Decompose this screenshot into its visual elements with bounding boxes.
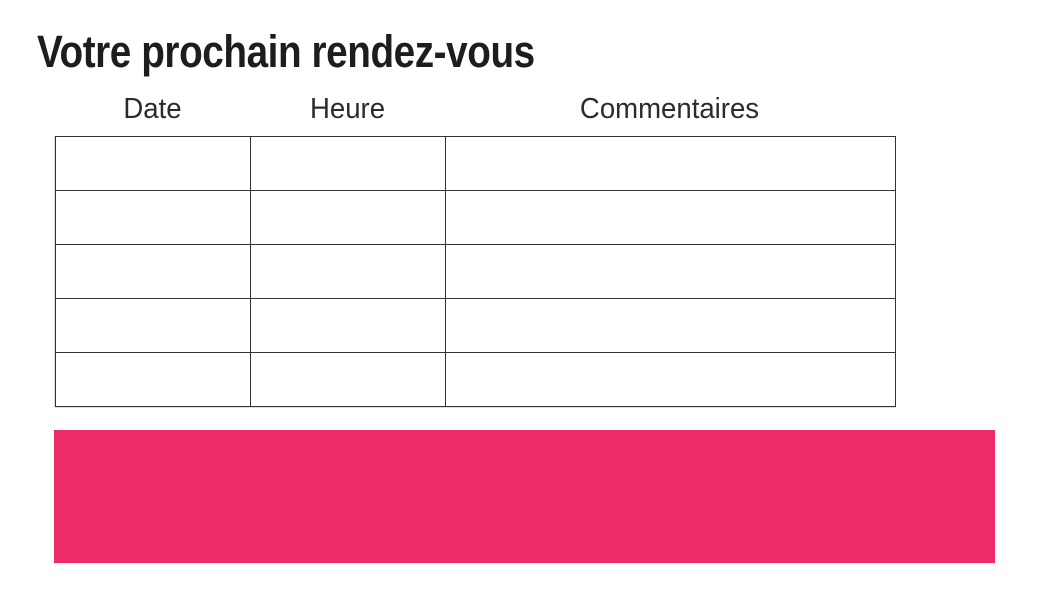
table-cell [55,136,251,191]
table-column-headers: Date Heure Commentaires [55,90,894,128]
table-cell [55,190,251,245]
table-cell [55,244,251,299]
table-cell [250,190,446,245]
table-cell [445,298,896,353]
table-cell [445,190,896,245]
table-row [55,298,896,353]
accent-banner [54,430,995,563]
table-cell [445,352,896,407]
table-cell [250,298,446,353]
table-cell [250,244,446,299]
column-header-commentaires: Commentaires [579,92,760,125]
table-row [55,244,896,299]
table-cell [445,244,896,299]
table-cell [55,352,251,407]
table-cell [250,352,446,407]
table-cell [445,136,896,191]
appointment-table [55,136,896,407]
page-title: Votre prochain rendez-vous [37,26,535,77]
column-header-date: Date [123,92,182,125]
column-header-heure: Heure [309,92,386,125]
table-row [55,190,896,245]
appointment-table-body [55,136,896,407]
table-row [55,352,896,407]
table-cell [250,136,446,191]
table-row [55,136,896,191]
table-cell [55,298,251,353]
